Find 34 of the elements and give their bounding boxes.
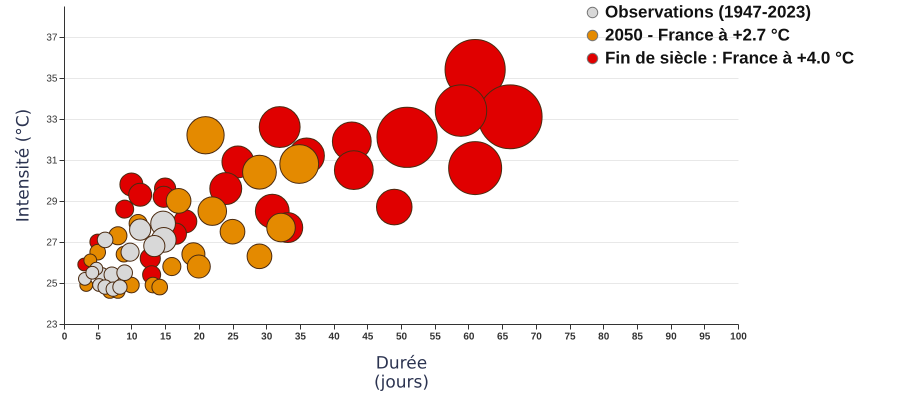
y-tick-label: 27 [46,237,58,248]
x-tick-label: 80 [598,332,610,342]
x-tick-label: 30 [261,332,273,342]
x-axis-title: Durée (jours) [374,354,430,392]
x-tick-label: 55 [430,332,442,342]
y-tick-label: 23 [46,320,58,330]
x-tick-label: 40 [328,332,340,342]
legend-label: Observations (1947-2023) [605,2,811,22]
x-tick-label: 20 [194,332,206,342]
legend-label: Fin de siècle : France à +4.0 °C [605,48,854,68]
x-tick-label: 35 [294,332,306,342]
x-tick-label: 10 [126,332,138,342]
x-tick-label: 70 [530,332,542,342]
y-tick-label: 29 [46,196,58,208]
y-axis-title: Intensité (°C) [13,108,34,222]
x-tick-label: 85 [632,332,644,342]
x-tick-label: 90 [666,332,678,342]
x-tick-label: 60 [463,332,475,342]
x-tick-label: 45 [362,332,374,342]
x-tick-label: 0 [62,332,68,342]
x-tick-label: 15 [160,332,172,342]
y-tick-label: 35 [46,73,58,84]
x-tick-label: 25 [227,332,239,342]
x-tick-label: 95 [699,332,711,342]
x-tick-label: 100 [730,332,748,342]
y-tick-label: 37 [46,32,58,44]
x-tick-label: 5 [95,332,102,342]
y-tick-label: 25 [46,278,58,290]
x-tick-label: 50 [396,332,408,342]
y-tick-label: 31 [46,155,58,166]
x-tick-label: 75 [564,332,576,342]
legend-label: 2050 - France à +2.7 °C [605,26,790,44]
y-tick-label: 33 [46,114,58,126]
x-tick-label: 65 [497,332,509,342]
